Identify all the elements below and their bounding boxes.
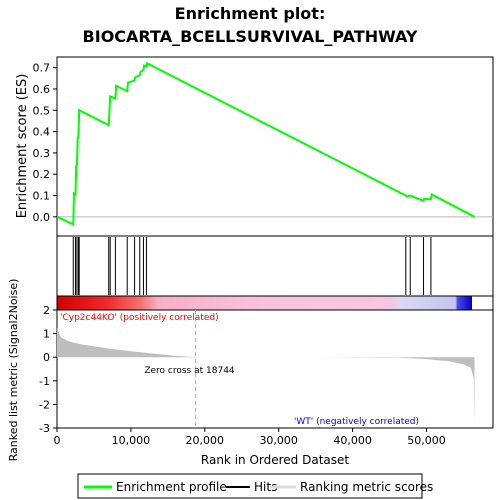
chart-title-line2: BIOCARTA_BCELLSURVIVAL_PATHWAY: [83, 27, 418, 46]
ranking-y-tick-label: 0: [43, 351, 50, 364]
ranking-panel-frame: [56, 309, 494, 429]
ranking-y-label: Ranked list metric (Signal2Noise): [7, 279, 20, 462]
ranking-y-axis: 2 1 0 -1 -2 -3: [39, 304, 57, 435]
ranking-y-tick-label: 1: [43, 328, 50, 341]
legend-hits-label: Hits: [254, 480, 277, 494]
positive-correlation-label: 'Cyp2c44KO' (positively correlated): [60, 313, 219, 323]
ranking-y-tick-label: -1: [39, 375, 50, 388]
es-y-tick-label: 0.3: [33, 147, 51, 160]
es-y-tick-label: 0.2: [33, 168, 51, 181]
negative-correlation-label: 'WT' (negatively correlated): [294, 417, 419, 427]
es-y-label: Enrichment score (ES): [15, 74, 30, 219]
legend-ranking-label: Ranking metric scores: [300, 480, 433, 494]
x-tick-label: 0: [54, 434, 61, 447]
hits-panel-frame: [56, 235, 494, 297]
enrichment-profile-line: [56, 61, 475, 226]
x-tick-label: 30,000: [259, 434, 298, 447]
es-y-tick-label: 0.7: [33, 62, 51, 75]
x-tick-label: 20,000: [186, 434, 225, 447]
legend-enrichment-label: Enrichment profile: [116, 480, 227, 494]
es-y-tick-label: 0.0: [33, 211, 51, 224]
es-panel-frame: [56, 56, 494, 237]
zero-cross-label: Zero cross at 18744: [144, 366, 235, 376]
x-tick-label: 40,000: [333, 434, 372, 447]
x-axis: 0 10,000 20,000 30,000 40,000 50,000: [54, 428, 446, 447]
es-y-tick-label: 0.6: [33, 83, 51, 96]
ranking-y-tick-label: -2: [39, 398, 50, 411]
x-axis-label: Rank in Ordered Dataset: [201, 453, 349, 467]
es-y-tick-label: 0.1: [33, 190, 51, 203]
x-tick-label: 10,000: [112, 434, 151, 447]
es-y-tick-label: 0.5: [33, 104, 51, 117]
ranking-heatbar: [57, 296, 472, 310]
es-y-axis: 0.0 0.1 0.2 0.3 0.4 0.5 0.6 0.7: [33, 62, 57, 224]
es-y-tick-label: 0.4: [33, 126, 51, 139]
legend-box: [77, 473, 423, 499]
ranking-y-tick-label: 2: [43, 304, 50, 317]
ranking-y-tick-label: -3: [39, 422, 50, 435]
chart-title-line1: Enrichment plot:: [175, 4, 326, 23]
x-tick-label: 50,000: [407, 434, 446, 447]
hits-marks: [72, 237, 432, 295]
